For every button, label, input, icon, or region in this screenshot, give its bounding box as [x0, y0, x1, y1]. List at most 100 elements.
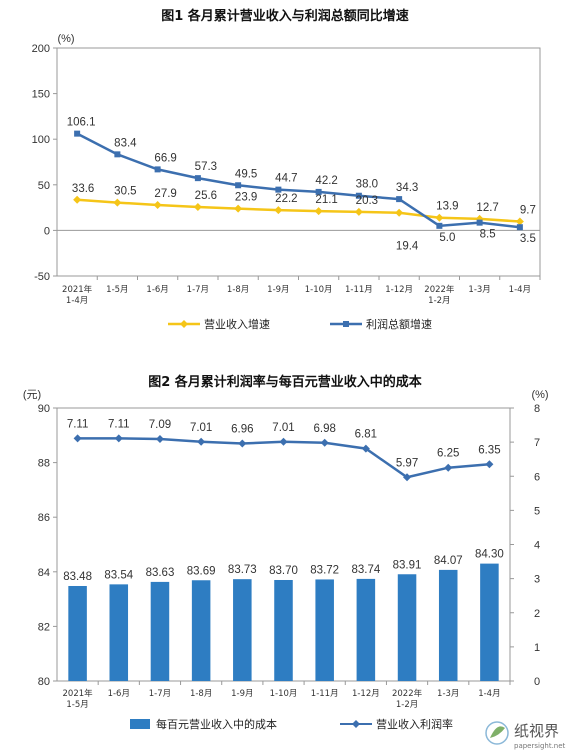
cost-data-label: 83.91 — [393, 559, 422, 571]
x-tick-label-line: 1-4月 — [478, 689, 500, 699]
profit-margin-data-label: 6.25 — [437, 448, 459, 460]
x-tick-label: 1-8月 — [190, 689, 212, 699]
profit-growth-data-label: 3.5 — [520, 233, 536, 245]
right-y-tick-label: 7 — [534, 437, 540, 449]
chart-1-title: 图1 各月累计营业收入与利润总额同比增速 — [161, 8, 409, 24]
revenue-growth-point — [354, 207, 363, 216]
profit-growth-point — [74, 130, 81, 137]
watermark-logo-icon — [485, 721, 509, 745]
profit-growth-point — [275, 186, 282, 193]
profit-margin-point — [320, 438, 329, 447]
profit-margin-point — [403, 473, 412, 482]
chart-1-legend: 营业收入增速 利润总额增速 — [168, 317, 432, 331]
profit-growth-point — [154, 166, 161, 173]
revenue-growth-data-label: 27.9 — [154, 188, 176, 200]
profit-growth-data-label: 44.7 — [275, 173, 297, 185]
cost-data-label: 83.73 — [228, 564, 257, 576]
right-y-tick-label: 8 — [534, 403, 540, 415]
y-tick-label: 0 — [44, 225, 50, 237]
profit-growth-point — [355, 192, 362, 199]
cost-data-label: 83.70 — [269, 565, 298, 577]
profit-margin-data-label: 7.11 — [67, 418, 89, 430]
x-tick-label: 2021年 1-5月 — [63, 688, 94, 710]
x-tick-label-line: 1-12月 — [385, 285, 413, 295]
revenue-growth-data-label: 33.6 — [72, 183, 94, 195]
left-y-tick-label: 88 — [38, 458, 50, 470]
left-y-tick-label: 80 — [38, 676, 50, 688]
x-tick-label-line: 1-2月 — [428, 296, 450, 306]
chart-1-y-unit: (%) — [57, 33, 74, 45]
y-tick-label: 50 — [38, 180, 50, 192]
x-tick-label: 1-4月 — [509, 285, 531, 295]
profit-margin-data-label: 6.96 — [231, 423, 253, 435]
revenue-growth-point — [73, 195, 82, 204]
x-tick-label: 1-3月 — [468, 285, 490, 295]
cost-bar — [109, 584, 129, 681]
profit-margin-data-label: 6.98 — [313, 423, 335, 435]
profit-margin-point — [238, 439, 247, 448]
x-tick-label-line: 1-9月 — [231, 689, 253, 699]
x-tick-label: 1-12月 — [352, 689, 380, 699]
revenue-growth-point — [435, 213, 444, 222]
cost-data-label: 83.72 — [310, 564, 339, 576]
left-y-tick-label: 86 — [38, 512, 50, 524]
profit-growth-data-label: 8.5 — [480, 229, 496, 241]
x-tick-label-line: 2022年 — [392, 688, 423, 699]
x-tick-label: 1-10月 — [270, 689, 298, 699]
right-y-tick-label: 3 — [534, 574, 540, 586]
revenue-growth-line — [77, 198, 520, 223]
cost-data-label: 83.74 — [351, 564, 380, 576]
right-y-tick-label: 4 — [534, 540, 540, 552]
revenue-growth-data-label: 19.4 — [396, 241, 419, 253]
x-tick-label-line: 1-12月 — [352, 689, 380, 699]
revenue-growth-data-label: 13.9 — [436, 201, 458, 213]
profit-growth-data-label: 66.9 — [154, 152, 176, 164]
right-y-tick-label: 6 — [534, 471, 540, 483]
legend-profit-margin-label: 营业收入利润率 — [376, 717, 453, 731]
x-tick-label: 1-6月 — [108, 689, 130, 699]
profit-margin-data-label: 6.81 — [355, 429, 377, 441]
x-tick-label-line: 1-4月 — [509, 285, 531, 295]
x-tick-label-line: 1-5月 — [106, 285, 128, 295]
x-tick-label-line: 1-6月 — [108, 689, 130, 699]
profit-growth-point — [235, 182, 242, 189]
x-tick-label: 1-11月 — [311, 689, 339, 699]
y-tick-label: -50 — [34, 271, 50, 283]
x-tick-label: 1-10月 — [305, 285, 333, 295]
right-y-tick-label: 2 — [534, 608, 540, 620]
chart-1-plot-area — [56, 47, 541, 277]
chart-2-right-unit: (%) — [531, 389, 548, 401]
revenue-growth-data-label: 20.3 — [356, 195, 378, 207]
revenue-growth-point — [395, 208, 404, 217]
left-y-tick-label: 84 — [38, 567, 50, 579]
x-tick-label: 1-9月 — [231, 689, 253, 699]
watermark-leaf-icon — [490, 726, 505, 738]
revenue-growth-point — [193, 203, 202, 212]
revenue-growth-point — [314, 207, 323, 216]
cost-data-label: 83.48 — [63, 571, 92, 583]
x-tick-label-line: 1-4月 — [66, 296, 88, 306]
cost-bar — [315, 579, 334, 681]
legend-revenue-growth-marker-point — [180, 320, 188, 328]
profit-margin-point — [197, 437, 206, 446]
y-tick-label: 200 — [32, 43, 50, 55]
legend-revenue-growth-label: 营业收入增速 — [204, 317, 270, 331]
cost-bar — [233, 579, 252, 681]
x-tick-label-line: 1-7月 — [187, 285, 209, 295]
x-tick-label: 1-8月 — [227, 285, 249, 295]
x-tick-label-line: 1-5月 — [66, 700, 88, 710]
x-tick-label-line: 1-3月 — [437, 689, 459, 699]
cost-bar — [274, 579, 293, 681]
x-tick-label: 1-5月 — [106, 285, 128, 295]
x-tick-label: 1-7月 — [149, 689, 171, 699]
revenue-growth-point — [234, 204, 243, 213]
x-tick-label-line: 1-3月 — [468, 285, 490, 295]
left-y-tick-label: 82 — [38, 621, 50, 633]
watermark-brand: 纸视界 — [514, 722, 559, 740]
profit-margin-point — [361, 444, 370, 453]
legend-profit-margin-marker-point — [352, 720, 360, 728]
x-tick-label-line: 2021年 — [63, 688, 94, 699]
cost-data-label: 83.69 — [187, 565, 216, 577]
chart-2: 图2 各月累计利润率与每百元营业收入中的成本 (元) (%) 908886848… — [23, 374, 566, 750]
profit-margin-data-label: 7.11 — [108, 418, 130, 430]
